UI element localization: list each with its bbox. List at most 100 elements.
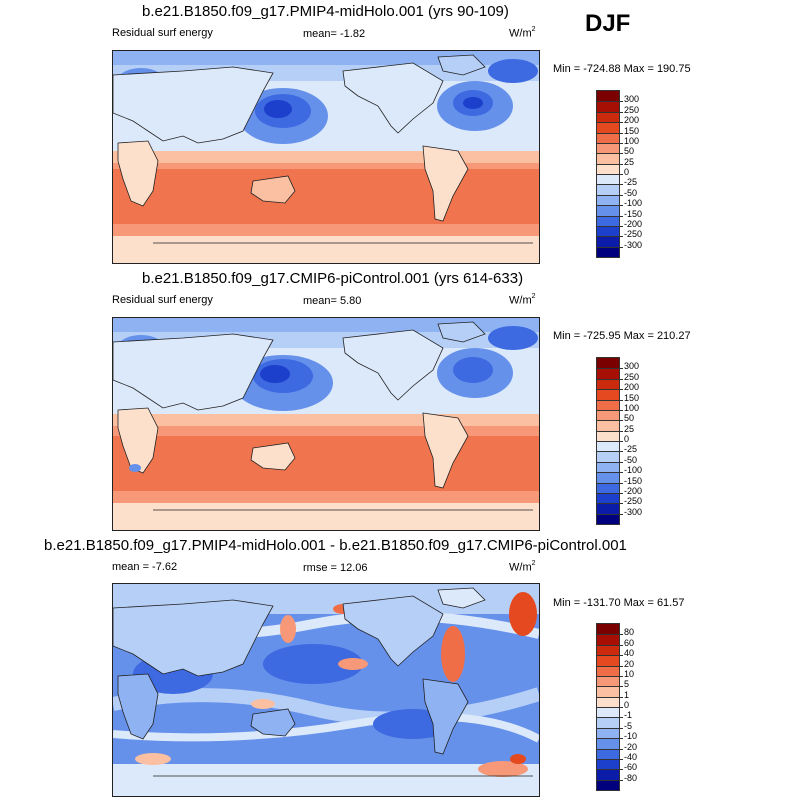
colorbar-tick-mark [619, 430, 623, 432]
colorbar-tick-label: 150 [624, 125, 640, 136]
colorbar-box [597, 389, 619, 400]
colorbar-tick-mark [619, 368, 623, 370]
colorbar-box [597, 215, 619, 226]
colorbar-tick-mark [619, 707, 623, 708]
colorbar-box [597, 727, 619, 739]
panel-2-minmax: Min = -725.95 Max = 210.27 [553, 330, 691, 342]
colorbar-tick-label: 0 [624, 434, 630, 444]
colorbar-tick-mark [619, 665, 623, 667]
colorbar-tick-mark [619, 513, 623, 515]
north-america-land [342, 62, 444, 134]
colorbar-tick-mark [619, 758, 623, 760]
colorbar-box [597, 205, 619, 216]
colorbar-box [597, 665, 619, 676]
colorbar-tick-mark [619, 111, 623, 113]
greenland-land [437, 54, 486, 76]
colorbar-tick-label: -150 [624, 475, 643, 486]
colorbar-tick-label: -80 [624, 772, 638, 783]
colorbar-tick-mark [619, 378, 623, 380]
colorbar-tick-label: -250 [624, 496, 643, 507]
colorbar-tick-mark [619, 215, 623, 217]
colorbar-tick-label: 0 [624, 700, 630, 710]
colorbar-box [597, 132, 619, 143]
colorbar-tick-label: 0 [624, 167, 630, 177]
colorbar-tick-mark [619, 675, 623, 677]
panel-3-colorbar: 80 60 40 20 10 5 1 0 -1 -5 -10 -20 -40 -60 -80 [596, 623, 637, 791]
panel-1-variable-label: Residual surf energy [112, 27, 213, 39]
colorbar-tick-label: 5 [624, 679, 630, 690]
colorbar-box [597, 748, 619, 759]
colorbar-tick-label: 300 [624, 94, 640, 105]
colorbar-box [597, 624, 619, 635]
season-label: DJF [585, 10, 631, 37]
africa-land [117, 140, 159, 207]
colorbar-box [597, 717, 619, 728]
colorbar-tick-label: -10 [624, 731, 638, 742]
colorbar-tick-label: 300 [624, 361, 640, 372]
colorbar-tick-mark [619, 717, 623, 719]
panel-3-units: W/m2 [509, 560, 536, 574]
colorbar-box [597, 246, 619, 257]
colorbar-tick-mark [619, 482, 623, 484]
colorbar-tick-label: -60 [624, 762, 638, 773]
colorbar-box [597, 503, 619, 514]
colorbar-tick-label: 100 [624, 402, 640, 413]
colorbar-tick-mark [619, 163, 623, 165]
colorbar-tick-mark [619, 225, 623, 227]
colorbar-tick-label: -20 [624, 741, 638, 752]
panel-2-map-drawing [113, 318, 539, 530]
colorbar-tick-mark [619, 122, 623, 124]
colorbar-tick-label: 25 [624, 423, 635, 434]
colorbar-tick-mark [619, 686, 623, 688]
colorbar-tick-label: 200 [624, 382, 640, 393]
colorbar-box [597, 163, 619, 174]
colorbar-box [597, 142, 619, 154]
colorbar-tick-label: -200 [624, 485, 643, 496]
colorbar-tick-mark [619, 184, 623, 186]
panel-2-mean-label: mean= 5.80 [303, 295, 362, 307]
colorbar-tick-label: 25 [624, 156, 635, 167]
colorbar-tick-label: 150 [624, 392, 640, 403]
colorbar-box [597, 194, 619, 206]
panel-1-mean-label: mean= -1.82 [303, 28, 366, 40]
panel-2-units: W/m2 [509, 293, 536, 307]
colorbar-tick-label: -100 [624, 198, 643, 209]
colorbar-box [597, 738, 619, 749]
colorbar-tick-mark [619, 194, 623, 196]
colorbar-tick-label: 50 [624, 413, 635, 424]
colorbar-box [597, 441, 619, 452]
panel-1-minmax: Min = -724.88 Max = 190.75 [553, 63, 691, 75]
colorbar-box [597, 769, 619, 780]
colorbar-tick-mark [619, 205, 623, 207]
colorbar-tick-label: -1 [624, 710, 633, 721]
colorbar-box [597, 492, 619, 504]
panel-3-title: b.e21.B1850.f09_g17.PMIP4-midHolo.001 - … [44, 537, 627, 554]
colorbar-tick-mark [619, 655, 623, 657]
colorbar-box [597, 513, 619, 524]
colorbar-box [597, 420, 619, 431]
colorbar-box [597, 153, 619, 164]
colorbar-box [597, 236, 619, 247]
panel-1-colorbar: 300 250 200 150 100 50 25 0 -25 -50 -100 -150 -200 -2… [596, 90, 642, 258]
panel-3-minmax: Min = -131.70 Max = 61.57 [553, 597, 685, 609]
colorbar-box [597, 686, 619, 697]
colorbar-tick-label: -40 [624, 751, 638, 762]
panel-2-colorbar: 300 250 200 150 100 50 25 0 -25 -50 -100 -150 -200 -2… [596, 357, 642, 525]
colorbar-tick-label: 40 [624, 648, 635, 659]
colorbar-box [597, 111, 619, 123]
colorbar-tick-label: -100 [624, 465, 643, 476]
colorbar-box [597, 758, 619, 770]
colorbar-tick-mark [619, 769, 623, 771]
colorbar-box [597, 91, 619, 102]
colorbar-box [597, 696, 619, 707]
colorbar-tick-mark [619, 441, 623, 442]
south-america-land [422, 145, 469, 222]
colorbar-tick-label: 60 [624, 637, 635, 648]
colorbar-tick-label: -300 [624, 506, 643, 517]
colorbar-tick-mark [619, 174, 623, 175]
colorbar-box [597, 655, 619, 666]
colorbar-tick-label: 20 [624, 658, 635, 669]
colorbar-tick-mark [619, 409, 623, 411]
colorbar-box [597, 409, 619, 421]
colorbar-tick-mark [619, 420, 623, 422]
